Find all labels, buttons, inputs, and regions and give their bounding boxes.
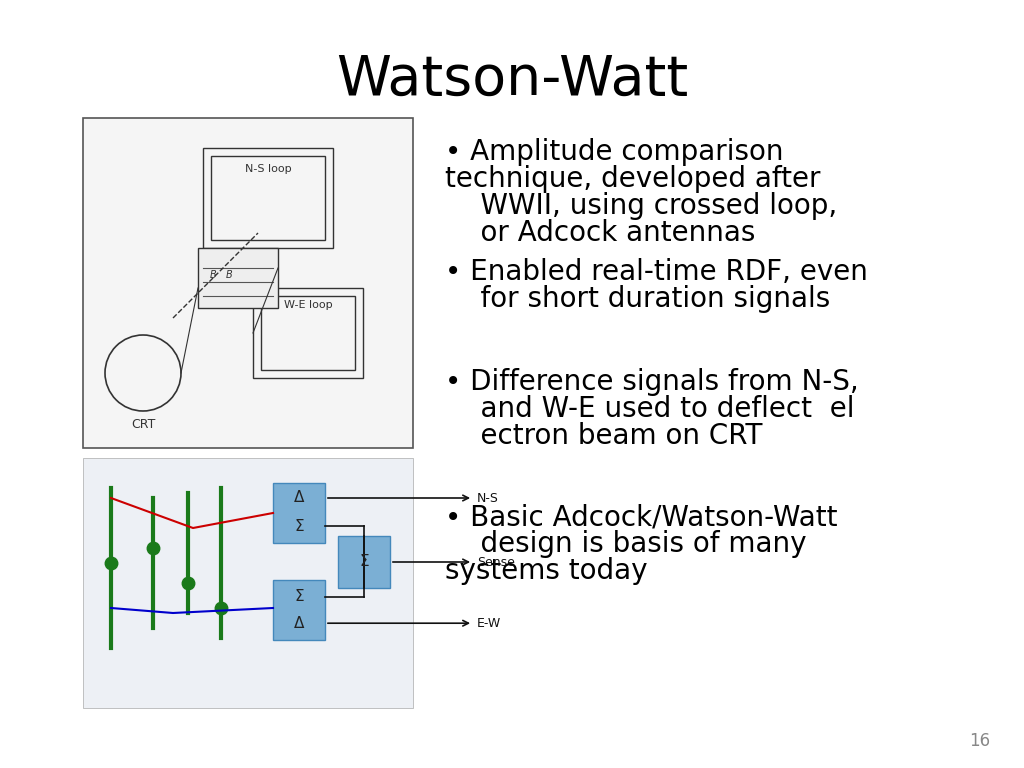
- Bar: [211, 156, 325, 240]
- Text: N-S loop: N-S loop: [245, 164, 291, 174]
- Text: or Adcock antennas: or Adcock antennas: [445, 219, 756, 247]
- Text: Δ: Δ: [294, 616, 304, 631]
- Text: N-S: N-S: [477, 492, 499, 505]
- Text: and W-E used to deflect  el: and W-E used to deflect el: [445, 395, 854, 423]
- Bar: [198, 248, 278, 308]
- Text: 16: 16: [969, 732, 990, 750]
- Text: Δ: Δ: [294, 491, 304, 505]
- Text: technique, developed after: technique, developed after: [445, 165, 820, 193]
- Text: E-W: E-W: [477, 617, 502, 630]
- Text: design is basis of many: design is basis of many: [445, 530, 807, 558]
- FancyBboxPatch shape: [83, 118, 413, 448]
- Text: Σ: Σ: [294, 589, 304, 604]
- Text: W-E loop: W-E loop: [284, 300, 333, 310]
- Bar: [261, 296, 355, 370]
- Text: • Amplitude comparison: • Amplitude comparison: [445, 138, 783, 166]
- Text: CRT: CRT: [131, 418, 156, 431]
- Text: for short duration signals: for short duration signals: [445, 285, 830, 313]
- Bar: [203, 148, 333, 248]
- Text: • Basic Adcock/Watson-Watt: • Basic Adcock/Watson-Watt: [445, 503, 838, 531]
- Text: Σ: Σ: [294, 518, 304, 534]
- Text: Σ: Σ: [359, 554, 369, 570]
- Bar: [338, 536, 390, 588]
- Text: B: B: [210, 270, 217, 280]
- Text: • Difference signals from N-S,: • Difference signals from N-S,: [445, 368, 859, 396]
- Text: systems today: systems today: [445, 557, 647, 585]
- Text: WWII, using crossed loop,: WWII, using crossed loop,: [445, 192, 838, 220]
- Text: Watson-Watt: Watson-Watt: [336, 53, 688, 107]
- Text: Sense: Sense: [477, 555, 515, 568]
- Text: B: B: [226, 270, 232, 280]
- Bar: [273, 580, 325, 640]
- Text: • Enabled real-time RDF, even: • Enabled real-time RDF, even: [445, 258, 868, 286]
- Bar: [273, 483, 325, 543]
- Text: ectron beam on CRT: ectron beam on CRT: [445, 422, 763, 450]
- Bar: [253, 288, 362, 378]
- FancyBboxPatch shape: [83, 458, 413, 708]
